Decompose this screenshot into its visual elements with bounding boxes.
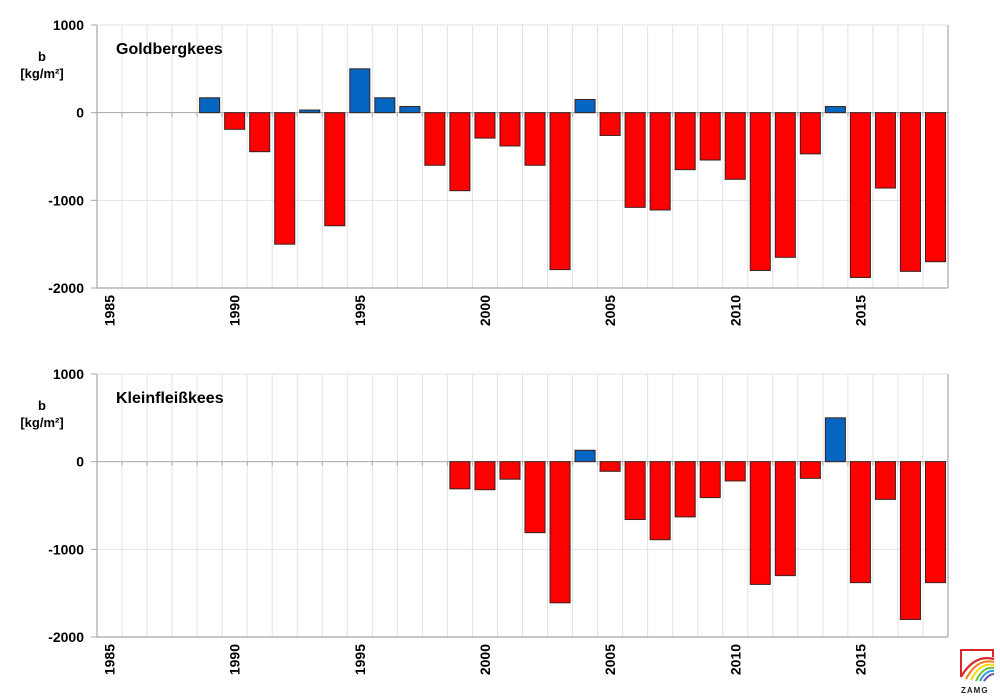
bar-2017 — [899, 112, 921, 272]
x-tick-label: 2000 — [477, 295, 493, 326]
bar-2010 — [724, 112, 746, 180]
x-tick-label: 1990 — [227, 644, 243, 675]
bar-2005 — [599, 461, 621, 472]
x-tick-label: 1995 — [352, 644, 368, 675]
y-tick-label: 0 — [76, 454, 84, 470]
x-tick-label: 2015 — [852, 295, 868, 326]
bar-2008 — [674, 461, 696, 518]
bar-2011 — [749, 461, 771, 585]
bar-2002 — [524, 112, 546, 166]
bar-2015 — [849, 112, 871, 278]
bar-1994 — [324, 112, 346, 227]
x-tick-label: 2010 — [727, 295, 743, 326]
x-tick-label: 1985 — [102, 295, 118, 326]
bar-2010 — [724, 461, 746, 482]
x-tick-label: 1995 — [352, 295, 368, 326]
bar-2016 — [874, 461, 896, 500]
chart-panel-goldbergkees: 1000 0 -1000 -2000 Goldbergkees b [kg/m²] 1… — [20, 17, 949, 326]
x-tick-label: 2010 — [727, 644, 743, 675]
bar-2012 — [774, 112, 796, 258]
bar-1992 — [274, 112, 296, 245]
bar-2017 — [899, 461, 921, 620]
y-tick-label: -1000 — [48, 192, 84, 208]
bar-2014 — [824, 106, 846, 114]
x-tick-label: 2015 — [852, 644, 868, 675]
y-tick-label: -2000 — [48, 629, 84, 645]
bar-2018 — [924, 461, 946, 584]
plot-area: 1000 0 -1000 -2000 — [48, 366, 949, 645]
bar-2015 — [849, 461, 871, 584]
x-tick-label: 1985 — [102, 644, 118, 675]
bar-2006 — [624, 112, 646, 208]
bar-2006 — [624, 461, 646, 521]
zamg-logo-text: ZAMG — [961, 686, 989, 695]
bar-2009 — [699, 461, 721, 499]
zamg-rainbow-logo-icon — [960, 649, 995, 682]
x-tick-label: 2000 — [477, 644, 493, 675]
bar-2004 — [574, 449, 596, 463]
bar-2009 — [699, 112, 721, 161]
bar-1990 — [224, 112, 246, 130]
y-tick-label: 0 — [76, 105, 84, 121]
bar-2003 — [549, 461, 571, 604]
bar-1996 — [374, 97, 396, 114]
bar-2000 — [474, 112, 496, 139]
bar-2005 — [599, 112, 621, 136]
chart-panel-kleinfleisskees: 1000 0 -1000 -2000 Kleinfleißkees b [kg/m²]… — [20, 366, 949, 675]
bar-1998 — [424, 112, 446, 166]
bar-2001 — [499, 461, 521, 480]
bar-series — [199, 68, 946, 278]
bar-2013 — [799, 112, 821, 155]
chart-title: Goldbergkees — [116, 41, 223, 58]
bar-1991 — [249, 112, 271, 153]
bar-2012 — [774, 461, 796, 577]
bar-2008 — [674, 112, 696, 171]
bar-1995 — [349, 68, 371, 114]
bar-2013 — [799, 461, 821, 479]
bar-2016 — [874, 112, 896, 189]
y-axis-label-unit: [kg/m²] — [20, 66, 63, 81]
y-tick-label: 1000 — [53, 17, 84, 33]
bar-2007 — [649, 112, 671, 211]
bar-series — [449, 417, 946, 620]
y-tick-label: -2000 — [48, 280, 84, 296]
zamg-logo: ZAMG — [960, 649, 995, 695]
bar-2014 — [824, 417, 846, 463]
bar-1999 — [449, 461, 471, 490]
x-tick-label: 2005 — [602, 644, 618, 675]
bar-1997 — [399, 106, 421, 114]
bar-2001 — [499, 112, 521, 147]
bar-2000 — [474, 461, 496, 491]
bar-2018 — [924, 112, 946, 263]
bar-2004 — [574, 99, 596, 114]
bar-2011 — [749, 112, 771, 271]
chart-title: Kleinfleißkees — [116, 390, 224, 407]
plot-area: 1000 0 -1000 -2000 — [48, 17, 949, 296]
x-tick-label: 1990 — [227, 295, 243, 326]
y-axis-label-symbol: b — [38, 49, 46, 64]
y-axis-label-unit: [kg/m²] — [20, 415, 63, 430]
bar-1993 — [299, 109, 321, 114]
bar-1999 — [449, 112, 471, 192]
x-tick-label: 2005 — [602, 295, 618, 326]
bar-1989 — [199, 97, 221, 114]
y-tick-label: -1000 — [48, 541, 84, 557]
y-axis-label-symbol: b — [38, 398, 46, 413]
bar-2002 — [524, 461, 546, 534]
bar-2007 — [649, 461, 671, 541]
y-tick-label: 1000 — [53, 366, 84, 382]
bar-2003 — [549, 112, 571, 271]
